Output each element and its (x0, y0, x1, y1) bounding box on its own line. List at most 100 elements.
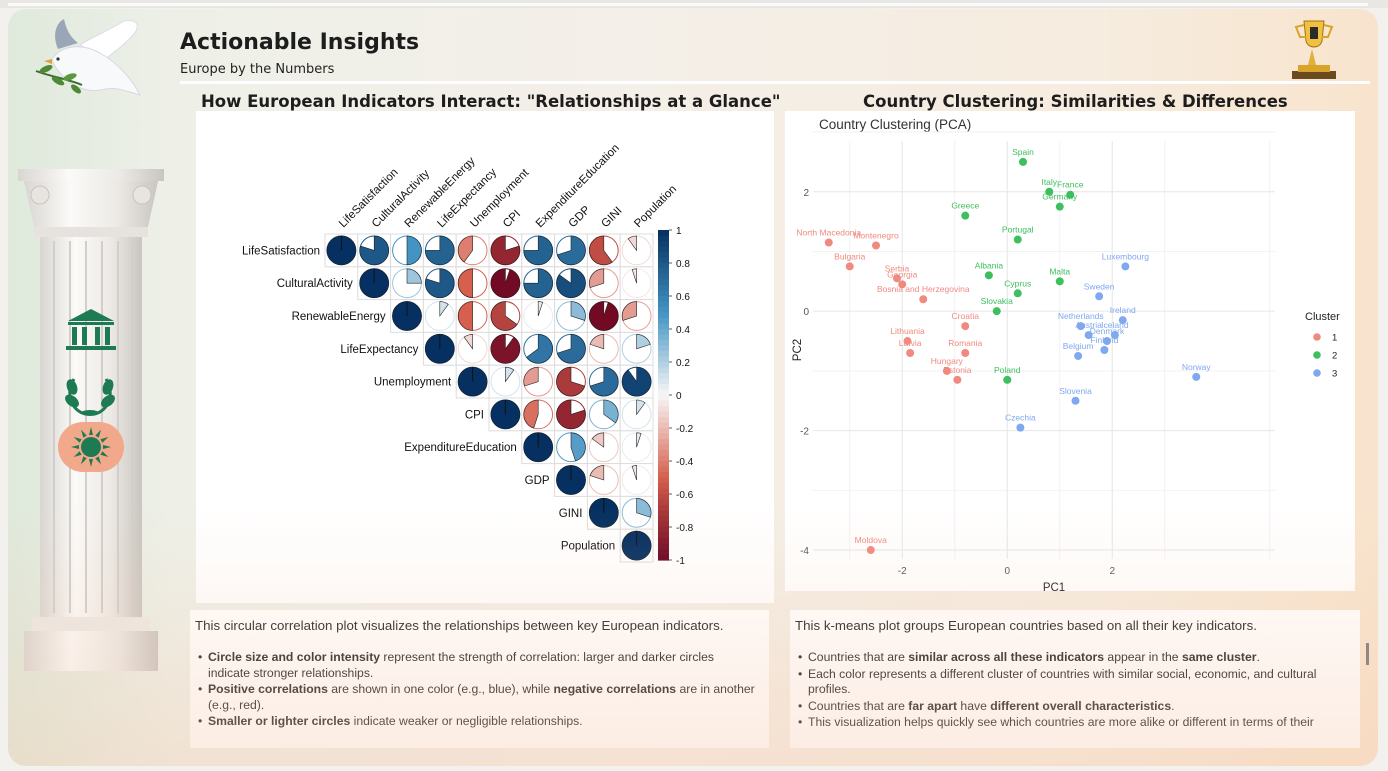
clustering-description[interactable]: This k-means plot groups European countr… (790, 610, 1360, 748)
colorbar-segment (658, 230, 669, 237)
pie-mark (556, 334, 586, 364)
pie-mark (490, 334, 521, 364)
colorbar-segment (658, 444, 669, 451)
legend-key (1313, 369, 1321, 377)
bold-text: Smaller or lighter circles (208, 714, 351, 728)
point-label: Slovakia (981, 296, 1013, 306)
data-point (961, 348, 970, 357)
list-item: Positive correlations are shown in one c… (196, 682, 756, 713)
pie-mark (463, 334, 473, 350)
pie-mark (556, 268, 586, 298)
body-text: indicate weaker or negligible relationsh… (350, 714, 583, 728)
column-label: Unemployment (468, 166, 532, 230)
data-point (942, 366, 951, 375)
data-point (872, 241, 880, 250)
point-label: Austria (1075, 320, 1102, 330)
colorbar-segment (658, 499, 669, 506)
pie-mark (589, 268, 605, 289)
y-tick-label: 0 (803, 307, 809, 318)
body-text: represent the strength of correlation: l… (208, 650, 714, 680)
pie-mark (490, 268, 521, 298)
body-text: Countries that are (808, 650, 909, 664)
colorbar-tick-label: 0.2 (676, 358, 690, 369)
point-label: Finland (1090, 335, 1118, 345)
legend-label: 1 (1332, 333, 1337, 344)
data-point (903, 337, 912, 346)
correlation-plot-panel[interactable]: LifeSatisfaction LifeSatisfaction Cultural… (196, 111, 774, 603)
colorbar-segment (658, 252, 669, 259)
colorbar-segment (658, 488, 669, 495)
point-label: Bulgaria (834, 251, 865, 261)
colorbar-tick-label: -1 (676, 556, 685, 567)
pca-plot-panel[interactable]: Country Clustering (PCA) -2 0 2 2 0 -2 -4 PC1 PC2… (785, 111, 1355, 594)
data-point (1045, 187, 1054, 196)
pie-mark (636, 498, 652, 518)
body-text: have (957, 698, 991, 713)
pie-mark (589, 366, 619, 397)
list-item: Each color represents a different cluste… (796, 667, 1356, 698)
colorbar-tick-label: 0.4 (676, 325, 690, 336)
body-text: are in another (e.g., red). (208, 682, 755, 712)
colorbar-segment (658, 362, 669, 369)
y-tick-label: 2 (803, 188, 809, 199)
body-text: Countries that are (808, 698, 909, 713)
point-label: Malta (1049, 266, 1070, 276)
x-tick-label: -2 (898, 566, 907, 577)
pie-mark (457, 235, 473, 263)
data-point (1103, 337, 1111, 346)
row-label: CPI (465, 409, 484, 421)
data-point (1013, 235, 1022, 244)
point-label: Cyprus (1004, 278, 1031, 288)
colorbar-segment (658, 334, 669, 341)
window-top-strip (0, 0, 1388, 8)
row-label: LifeSatisfaction (242, 245, 320, 257)
point-label: France (1057, 180, 1084, 190)
body-text: . (1256, 650, 1260, 664)
column-label: CulturalActivity (370, 168, 432, 230)
colorbar-segment (658, 246, 669, 253)
colorbar-segment (658, 323, 669, 330)
pie-mark (537, 301, 544, 317)
data-point (845, 262, 854, 271)
column-label: CPI (501, 208, 523, 230)
row-label: LifeExpectancy (340, 344, 418, 356)
colorbar-segment (658, 554, 669, 561)
point-label: Slovenia (1059, 386, 1092, 396)
bold-text: different overall characteristics (990, 698, 1172, 713)
colorbar-tick-label: 0.8 (676, 259, 690, 270)
data-point (1118, 316, 1127, 325)
data-point (824, 238, 833, 247)
colorbar-segment (658, 345, 669, 352)
list-item: Circle size and color intensity represen… (196, 650, 756, 681)
data-point (1003, 375, 1012, 384)
point-label: Czechia (1005, 413, 1036, 423)
pie-mark (490, 301, 518, 331)
pie-mark (556, 235, 586, 266)
text-scrollbar[interactable] (1366, 643, 1369, 665)
colorbar-tick-label: 0 (676, 391, 682, 402)
window-top-bar (8, 3, 1368, 6)
body-text: appear in the (1104, 650, 1182, 664)
data-point (953, 375, 962, 384)
point-label: Romania (948, 338, 982, 348)
colorbar-segment (658, 439, 669, 446)
column-label: GINI (599, 205, 624, 230)
colorbar-segment (658, 301, 669, 308)
column-label: GDP (567, 204, 593, 230)
data-point (961, 322, 970, 331)
pie-mark (621, 301, 637, 321)
point-label: Bosnia and Herzegovina (877, 284, 970, 294)
colorbar-segment (658, 340, 669, 347)
point-label: Germany (1042, 192, 1078, 202)
pie-mark (523, 366, 539, 387)
point-label: Estonia (943, 365, 972, 375)
plot-title: Country Clustering (PCA) (819, 117, 971, 132)
body-text: are shown in one color (e.g., blue), whi… (327, 682, 554, 696)
data-point (1121, 262, 1130, 271)
dove-icon (35, 19, 141, 96)
pie-mark (490, 235, 521, 266)
column-label: LifeSatisfaction (337, 166, 401, 230)
correlation-description[interactable]: This circular correlation plot visualize… (190, 610, 769, 748)
x-tick-label: 0 (1004, 566, 1010, 577)
point-label: Serbia (885, 263, 910, 273)
